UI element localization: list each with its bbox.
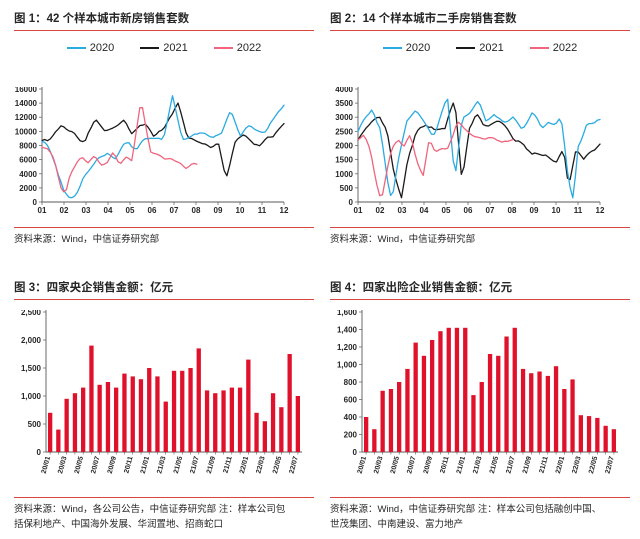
svg-text:22/03: 22/03 bbox=[571, 456, 582, 475]
svg-text:01: 01 bbox=[38, 206, 47, 215]
svg-text:20/07: 20/07 bbox=[90, 456, 101, 475]
svg-text:21/09: 21/09 bbox=[522, 456, 533, 475]
svg-text:1,000: 1,000 bbox=[21, 392, 42, 401]
svg-text:09: 09 bbox=[530, 206, 539, 215]
svg-text:16000: 16000 bbox=[15, 87, 38, 94]
svg-text:05: 05 bbox=[442, 206, 451, 215]
svg-text:1,000: 1,000 bbox=[337, 361, 358, 370]
svg-text:500: 500 bbox=[340, 184, 354, 193]
svg-text:22/07: 22/07 bbox=[605, 456, 616, 475]
svg-text:21/03: 21/03 bbox=[472, 456, 483, 475]
svg-text:21/01: 21/01 bbox=[456, 456, 467, 475]
svg-text:21/07: 21/07 bbox=[189, 456, 200, 475]
svg-text:21/05: 21/05 bbox=[173, 456, 184, 475]
svg-text:0: 0 bbox=[353, 448, 358, 457]
svg-text:21/03: 21/03 bbox=[156, 456, 167, 475]
svg-text:4000: 4000 bbox=[19, 170, 37, 179]
svg-text:2,500: 2,500 bbox=[21, 310, 42, 317]
svg-text:2500: 2500 bbox=[335, 127, 353, 136]
svg-text:400: 400 bbox=[344, 413, 358, 422]
svg-text:200: 200 bbox=[344, 431, 358, 440]
svg-text:1500: 1500 bbox=[335, 156, 353, 165]
svg-text:02: 02 bbox=[60, 206, 69, 215]
svg-text:20/09: 20/09 bbox=[107, 456, 118, 475]
svg-text:12: 12 bbox=[596, 206, 605, 215]
svg-text:22/05: 22/05 bbox=[272, 456, 283, 475]
svg-text:14000: 14000 bbox=[15, 99, 38, 108]
svg-text:21/11: 21/11 bbox=[223, 456, 234, 474]
svg-text:10: 10 bbox=[236, 206, 245, 215]
svg-text:20/09: 20/09 bbox=[423, 456, 434, 475]
svg-text:0: 0 bbox=[37, 448, 42, 457]
svg-text:20/03: 20/03 bbox=[373, 456, 384, 475]
svg-text:04: 04 bbox=[420, 206, 429, 215]
svg-text:07: 07 bbox=[486, 206, 495, 215]
svg-text:800: 800 bbox=[344, 378, 358, 387]
svg-text:20/01: 20/01 bbox=[41, 456, 52, 475]
svg-text:1,400: 1,400 bbox=[337, 326, 358, 335]
svg-text:4000: 4000 bbox=[335, 87, 353, 94]
svg-text:2,000: 2,000 bbox=[21, 336, 42, 345]
svg-text:1,500: 1,500 bbox=[21, 364, 42, 373]
svg-text:11: 11 bbox=[258, 206, 267, 215]
svg-text:22/07: 22/07 bbox=[289, 456, 300, 475]
svg-text:09: 09 bbox=[214, 206, 223, 215]
svg-text:1,600: 1,600 bbox=[337, 310, 358, 317]
svg-text:21/07: 21/07 bbox=[505, 456, 516, 475]
svg-text:2000: 2000 bbox=[19, 184, 37, 193]
svg-text:07: 07 bbox=[170, 206, 179, 215]
svg-text:22/01: 22/01 bbox=[239, 456, 250, 475]
svg-text:20/11: 20/11 bbox=[439, 456, 450, 474]
svg-text:05: 05 bbox=[126, 206, 135, 215]
svg-text:21/11: 21/11 bbox=[539, 456, 550, 474]
svg-text:20/07: 20/07 bbox=[406, 456, 417, 475]
svg-text:21/01: 21/01 bbox=[140, 456, 151, 475]
svg-text:11: 11 bbox=[574, 206, 583, 215]
svg-text:04: 04 bbox=[104, 206, 113, 215]
svg-text:22/03: 22/03 bbox=[255, 456, 266, 475]
svg-text:20/05: 20/05 bbox=[390, 456, 401, 475]
svg-text:1,200: 1,200 bbox=[337, 343, 358, 352]
svg-text:21/05: 21/05 bbox=[489, 456, 500, 475]
svg-text:03: 03 bbox=[398, 206, 407, 215]
svg-text:600: 600 bbox=[344, 396, 358, 405]
svg-text:1000: 1000 bbox=[335, 170, 353, 179]
svg-text:21/09: 21/09 bbox=[206, 456, 217, 475]
svg-text:22/01: 22/01 bbox=[555, 456, 566, 475]
svg-text:2000: 2000 bbox=[335, 142, 353, 151]
svg-text:22/05: 22/05 bbox=[588, 456, 599, 475]
svg-text:10000: 10000 bbox=[15, 127, 38, 136]
svg-text:06: 06 bbox=[148, 206, 157, 215]
svg-text:20/01: 20/01 bbox=[357, 456, 368, 475]
svg-text:10: 10 bbox=[552, 206, 561, 215]
svg-text:08: 08 bbox=[508, 206, 517, 215]
svg-text:08: 08 bbox=[192, 206, 201, 215]
svg-text:6000: 6000 bbox=[19, 156, 37, 165]
svg-text:02: 02 bbox=[376, 206, 385, 215]
svg-text:12000: 12000 bbox=[15, 113, 38, 122]
svg-text:8000: 8000 bbox=[19, 142, 37, 151]
svg-text:3000: 3000 bbox=[335, 113, 353, 122]
svg-text:12: 12 bbox=[280, 206, 289, 215]
svg-text:20/05: 20/05 bbox=[74, 456, 85, 475]
svg-text:06: 06 bbox=[464, 206, 473, 215]
svg-text:20/11: 20/11 bbox=[123, 456, 134, 474]
svg-text:3500: 3500 bbox=[335, 99, 353, 108]
svg-text:20/03: 20/03 bbox=[57, 456, 68, 475]
svg-text:03: 03 bbox=[82, 206, 91, 215]
svg-text:500: 500 bbox=[28, 420, 42, 429]
svg-text:01: 01 bbox=[354, 206, 363, 215]
